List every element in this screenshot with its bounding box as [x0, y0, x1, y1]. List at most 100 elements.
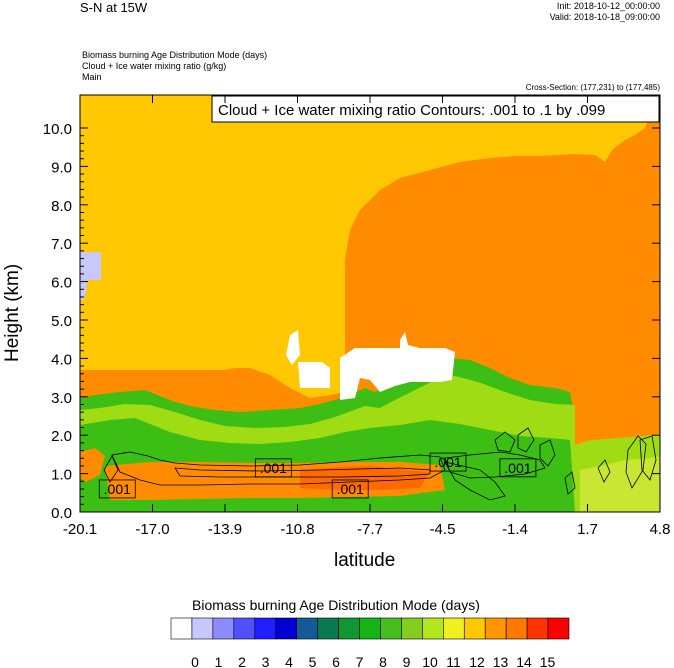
colorbar-swatch	[380, 617, 402, 640]
y-axis-title: Height (km)	[2, 263, 23, 362]
x-tick-label: -4.5	[430, 521, 456, 538]
contour-label-box	[254, 458, 292, 478]
contour-labels: .001 .001 .001 .001 .001	[98, 452, 537, 499]
cross-section-info: Cross-Section: (177,231) to (177,485)	[525, 83, 660, 92]
colorbar-tick-label: 13	[493, 654, 509, 668]
missing-data-region	[340, 332, 455, 400]
colorbar-tick-label: 3	[262, 654, 270, 668]
y-tick-label: 5.0	[51, 313, 72, 330]
cloud-contour-line	[517, 427, 535, 453]
x-tick-label: -7.7	[357, 521, 383, 538]
missing-data-region	[298, 362, 330, 388]
page-title: S-N at 15W	[80, 0, 148, 15]
contour-label-box	[98, 479, 136, 499]
y-tick-label: 7.0	[51, 236, 72, 253]
colorbar-swatch	[338, 617, 360, 640]
plot-fills	[80, 95, 660, 512]
y-tick-label: 9.0	[51, 159, 72, 176]
contour-label: .001	[499, 458, 537, 478]
colorbar-swatch	[170, 617, 193, 640]
missing-data-region	[286, 330, 300, 365]
contour-info-text: Cloud + Ice water mixing ratio Contours:…	[218, 102, 605, 119]
variable-description: Biomass burning Age Distribution Mode (d…	[82, 50, 267, 83]
colorbar-title: Biomass burning Age Distribution Mode (d…	[192, 597, 480, 613]
cloud-contour-line	[639, 435, 657, 481]
variable-line-2: Cloud + Ice water mixing ratio (g/kg)	[82, 61, 227, 71]
colorbar-swatch	[233, 617, 256, 640]
contour-label-text: .001	[337, 481, 364, 497]
y-axis: 0.0 1.0 2.0 3.0 4.0 5.0 6.0 7.0 8.0 9.0 10.0	[43, 121, 660, 522]
contour-label-text: .001	[260, 460, 287, 476]
colorbar-tick-label: 5	[309, 654, 317, 668]
y-tick-label: 2.0	[51, 428, 72, 445]
cloud-contour-line	[444, 461, 506, 501]
cloud-contours	[103, 427, 657, 501]
colorbar-swatch	[212, 617, 235, 640]
colorbar-swatch	[526, 617, 549, 640]
contour-label: .001	[331, 479, 369, 499]
cloud-contour-line	[103, 455, 119, 483]
colorbar-tick-label: 10	[422, 654, 438, 668]
cloud-contour-line	[174, 467, 431, 478]
colorbar-swatch	[296, 617, 318, 640]
colorbar-swatch	[359, 617, 381, 640]
colorbar-swatch	[401, 617, 423, 640]
colorbar-swatch	[254, 617, 277, 640]
y-tick-label: 8.0	[51, 198, 72, 215]
colorbar-swatch	[317, 617, 339, 640]
contour-label-box	[429, 452, 467, 472]
colorbar-tick-label: 12	[469, 654, 485, 668]
valid-time: Valid: 2018-10-18_09:00:00	[549, 12, 660, 22]
cloud-contour-line	[625, 435, 647, 489]
x-tick-label: 4.8	[650, 521, 671, 538]
colorbar-tick-label: 7	[356, 654, 364, 668]
y-tick-label: 0.0	[51, 505, 72, 522]
x-tick-label: 1.7	[577, 521, 598, 538]
y-tick-label: 10.0	[43, 121, 72, 138]
cloud-contour-line	[111, 451, 446, 486]
colorbar-tick-label: 14	[516, 654, 532, 668]
y-tick-label: 1.0	[51, 467, 72, 484]
x-tick-label: -1.4	[502, 521, 528, 538]
contour-label-box	[331, 479, 369, 499]
init-valid-info: Init: 2018-10-12_00:00:00 Valid: 2018-10…	[550, 1, 660, 23]
colorbar-swatch	[547, 617, 570, 640]
contour-label-text: .001	[434, 454, 461, 470]
colorbar-swatch	[422, 617, 444, 640]
colorbar-swatch	[443, 617, 465, 640]
contour-info-box: Cloud + Ice water mixing ratio Contours:…	[211, 95, 660, 123]
variable-line-3: Main	[82, 72, 102, 82]
colorbar-swatch	[463, 617, 486, 640]
colorbar-swatch	[275, 617, 297, 640]
colorbar-tick-label: 2	[238, 654, 246, 668]
colorbar-swatch	[505, 617, 528, 640]
x-tick-label: -10.8	[280, 521, 314, 538]
contour-label: .001	[429, 452, 467, 472]
x-axis: -20.1 -17.0 -13.9 -10.8 -7.7 -4.5 -1.4 1.7 4.8	[63, 95, 671, 538]
colorbar-swatch	[484, 617, 507, 640]
cloud-contour-line	[494, 431, 516, 453]
colorbar: 0 1 2 3 4 5 6 7 8 9 10 11 12 13 14 15	[170, 617, 570, 668]
colorbar-tick-label: 6	[332, 654, 340, 668]
x-tick-label: -13.9	[208, 521, 242, 538]
colorbar-tick-label: 15	[540, 654, 556, 668]
colorbar-tick-label: 11	[446, 654, 461, 668]
cloud-contour-line	[539, 439, 556, 467]
y-tick-label: 6.0	[51, 275, 72, 292]
y-tick-label: 4.0	[51, 351, 72, 368]
cloud-contour-line	[444, 451, 546, 479]
x-tick-label: -20.1	[63, 521, 97, 538]
colorbar-tick-label: 8	[379, 654, 387, 668]
init-time: Init: 2018-10-12_00:00:00	[556, 1, 660, 11]
contour-label: .001	[98, 479, 136, 499]
variable-line-1: Biomass burning Age Distribution Mode (d…	[82, 50, 268, 60]
cloud-contour-line	[564, 471, 576, 495]
x-tick-label: -17.0	[135, 521, 169, 538]
contour-label-text: .001	[104, 481, 131, 497]
y-tick-label: 3.0	[51, 390, 72, 407]
colorbar-tick-label: 9	[403, 654, 411, 668]
fill-region-level-2	[80, 252, 101, 300]
colorbar-tick-label: 4	[285, 654, 293, 668]
contour-label: .001	[254, 458, 292, 478]
colorbar-swatch	[191, 617, 214, 640]
